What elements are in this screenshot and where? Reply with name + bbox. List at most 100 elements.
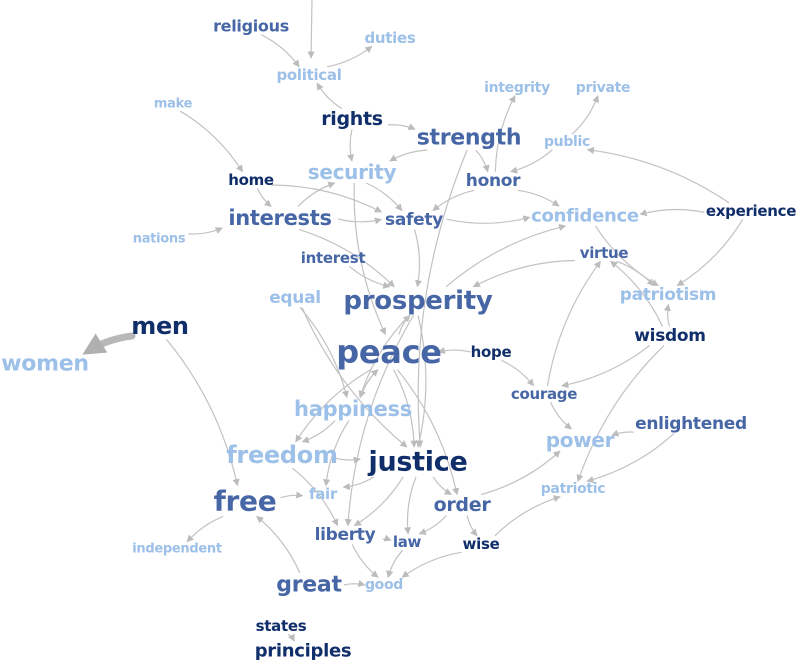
word-wise: wise [463, 535, 500, 553]
edge-order-power [480, 450, 561, 496]
edge-wisdom-courage [561, 344, 651, 389]
word-principles: principles [255, 641, 352, 662]
edge-freedom-liberty [292, 467, 339, 527]
edge-prosperity-confidence [445, 223, 567, 288]
edge-confidence-patriotism [594, 225, 659, 287]
word-interests: interests [228, 206, 331, 230]
edge-honor-safety [432, 189, 475, 212]
word-equal: equal [269, 288, 321, 308]
edge-experience-confidence [639, 208, 705, 217]
edge-peace-justice [393, 369, 418, 448]
edge-wisdom-patriotism [663, 303, 671, 327]
edge-offscreen-political [307, 0, 315, 59]
edge-interest-prosperity [348, 265, 391, 289]
edge-peace-order [396, 369, 460, 496]
word-home: home [228, 171, 274, 189]
edges-layer [82, 0, 744, 642]
word-happiness: happiness [294, 397, 412, 421]
edge-order-law [418, 515, 447, 535]
edge-security-safety [365, 182, 403, 212]
word-fair: fair [309, 485, 338, 503]
edge-public-private [571, 95, 600, 135]
word-interest: interest [301, 249, 366, 267]
edge-strength-justice [416, 149, 468, 448]
word-private: private [576, 80, 630, 96]
edge-equal-justice [301, 307, 408, 448]
word-public: public [544, 134, 590, 150]
edge-safety-confidence [446, 215, 531, 224]
edge-interests-prosperity [299, 229, 395, 288]
edge-justice-order [432, 476, 452, 496]
edge-happiness-peace [359, 369, 379, 398]
edge-men-women [82, 332, 136, 355]
edge-states-principles [287, 633, 295, 642]
edge-strength-honor [475, 149, 490, 173]
edge-nations-interests [188, 227, 223, 235]
edge-safety-prosperity [413, 229, 423, 288]
edge-hope-peace [437, 346, 471, 354]
word-free: free [214, 485, 277, 518]
edge-happiness-freedom [301, 420, 336, 444]
word-wisdom: wisdom [634, 326, 705, 346]
edge-interests-safety [337, 217, 383, 225]
edge-honor-integrity [494, 95, 516, 172]
word-patriotism: patriotism [620, 285, 716, 305]
edge-freedom-justice [333, 456, 361, 464]
word-confidence: confidence [531, 206, 639, 227]
edge-rights-security [346, 129, 354, 162]
word-hope: hope [471, 343, 512, 361]
word-courage: courage [511, 385, 577, 403]
edge-enlightened-patriotic [586, 432, 675, 484]
word-enlightened: enlightened [635, 414, 747, 434]
edge-strength-security [389, 149, 428, 162]
edge-peace-freedom [295, 369, 372, 443]
edge-free-fair [280, 491, 304, 499]
edge-justice-fair [342, 476, 375, 491]
edge-prosperity-happiness [358, 314, 410, 399]
edge-justice-liberty [353, 476, 404, 527]
word-safety: safety [385, 210, 443, 230]
word-men: men [131, 312, 188, 340]
edge-experience-public [586, 146, 730, 204]
edge-happiness-fair [322, 420, 350, 487]
word-make: make [154, 97, 193, 112]
edge-men-free [165, 338, 240, 487]
word-freedom: freedom [226, 441, 337, 469]
edge-prosperity-liberty [344, 314, 415, 527]
edge-great-free [256, 515, 301, 574]
word-great: great [276, 573, 342, 598]
nodes-layer: religious duties political integrity private… [1, 17, 796, 662]
word-integrity: integrity [484, 80, 550, 96]
edge-prosperity-justice [416, 315, 427, 448]
word-security: security [308, 160, 397, 184]
edge-experience-patriotism [676, 218, 744, 287]
word-peace: peace [336, 333, 441, 371]
edge-rights-strength [388, 123, 416, 131]
edge-honor-confidence [517, 189, 560, 207]
edge-free-independent [186, 515, 224, 543]
edge-wisdom-virtue [610, 260, 664, 327]
edge-law-good [386, 549, 404, 578]
word-prosperity: prosperity [343, 286, 492, 316]
edge-equal-happiness [299, 307, 349, 399]
word-women: women [1, 352, 88, 377]
edge-virtue-patriotism [616, 260, 655, 287]
word-strength: strength [417, 126, 522, 151]
edge-hope-courage [501, 359, 535, 387]
edge-wise-good [401, 551, 462, 578]
word-justice: justice [368, 447, 468, 478]
edge-home-interests [256, 188, 272, 207]
edge-courage-power [549, 402, 572, 430]
edge-security-peace [353, 182, 386, 336]
edge-liberty-good [351, 544, 379, 578]
word-power: power [546, 428, 615, 452]
edge-justice-law [403, 476, 417, 535]
word-virtue: virtue [580, 244, 629, 262]
word-patriotic: patriotic [541, 481, 606, 497]
word-experience: experience [706, 202, 796, 220]
word-liberty: liberty [315, 525, 376, 545]
word-religious: religious [213, 17, 289, 36]
edge-make-home [179, 110, 244, 173]
word-political: political [276, 66, 341, 84]
